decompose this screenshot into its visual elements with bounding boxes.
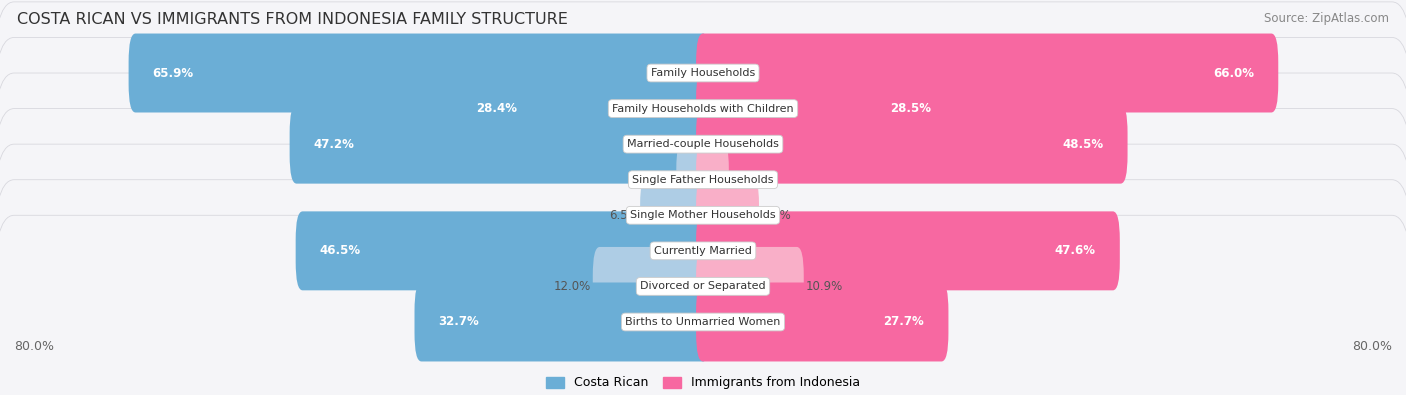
FancyBboxPatch shape — [696, 282, 949, 361]
Text: COSTA RICAN VS IMMIGRANTS FROM INDONESIA FAMILY STRUCTURE: COSTA RICAN VS IMMIGRANTS FROM INDONESIA… — [17, 12, 568, 27]
Text: 2.2%: 2.2% — [731, 173, 761, 186]
Text: 2.3%: 2.3% — [645, 173, 675, 186]
Legend: Costa Rican, Immigrants from Indonesia: Costa Rican, Immigrants from Indonesia — [547, 376, 859, 389]
Text: 5.7%: 5.7% — [761, 209, 790, 222]
FancyBboxPatch shape — [640, 176, 710, 255]
Text: 66.0%: 66.0% — [1213, 66, 1254, 79]
FancyBboxPatch shape — [290, 105, 710, 184]
Text: Family Households: Family Households — [651, 68, 755, 78]
Text: 28.5%: 28.5% — [890, 102, 931, 115]
FancyBboxPatch shape — [593, 247, 710, 326]
Text: Family Households with Children: Family Households with Children — [612, 103, 794, 114]
Text: 80.0%: 80.0% — [14, 340, 53, 353]
FancyBboxPatch shape — [696, 247, 804, 326]
Text: 47.6%: 47.6% — [1054, 245, 1095, 258]
Text: 80.0%: 80.0% — [1353, 340, 1392, 353]
Text: Currently Married: Currently Married — [654, 246, 752, 256]
FancyBboxPatch shape — [696, 105, 1128, 184]
Text: Single Father Households: Single Father Households — [633, 175, 773, 185]
FancyBboxPatch shape — [128, 34, 710, 113]
Text: Single Mother Households: Single Mother Households — [630, 210, 776, 220]
Text: 48.5%: 48.5% — [1063, 137, 1104, 150]
FancyBboxPatch shape — [415, 282, 710, 361]
FancyBboxPatch shape — [0, 38, 1406, 251]
FancyBboxPatch shape — [696, 211, 1119, 290]
Text: Births to Unmarried Women: Births to Unmarried Women — [626, 317, 780, 327]
FancyBboxPatch shape — [0, 215, 1406, 395]
FancyBboxPatch shape — [451, 69, 710, 148]
Text: 65.9%: 65.9% — [153, 66, 194, 79]
Text: 28.4%: 28.4% — [475, 102, 516, 115]
FancyBboxPatch shape — [696, 34, 1278, 113]
Text: 12.0%: 12.0% — [554, 280, 591, 293]
FancyBboxPatch shape — [0, 144, 1406, 357]
Text: Divorced or Separated: Divorced or Separated — [640, 281, 766, 292]
FancyBboxPatch shape — [295, 211, 710, 290]
FancyBboxPatch shape — [0, 109, 1406, 322]
FancyBboxPatch shape — [696, 140, 728, 219]
FancyBboxPatch shape — [0, 0, 1406, 180]
Text: Married-couple Households: Married-couple Households — [627, 139, 779, 149]
FancyBboxPatch shape — [0, 73, 1406, 286]
FancyBboxPatch shape — [696, 69, 955, 148]
Text: 10.9%: 10.9% — [806, 280, 842, 293]
FancyBboxPatch shape — [676, 140, 710, 219]
FancyBboxPatch shape — [0, 180, 1406, 393]
FancyBboxPatch shape — [696, 176, 759, 255]
Text: 47.2%: 47.2% — [314, 137, 354, 150]
FancyBboxPatch shape — [0, 2, 1406, 215]
Text: Source: ZipAtlas.com: Source: ZipAtlas.com — [1264, 12, 1389, 25]
Text: 27.7%: 27.7% — [883, 316, 924, 329]
Text: 32.7%: 32.7% — [439, 316, 479, 329]
Text: 6.5%: 6.5% — [609, 209, 638, 222]
Text: 46.5%: 46.5% — [319, 245, 361, 258]
